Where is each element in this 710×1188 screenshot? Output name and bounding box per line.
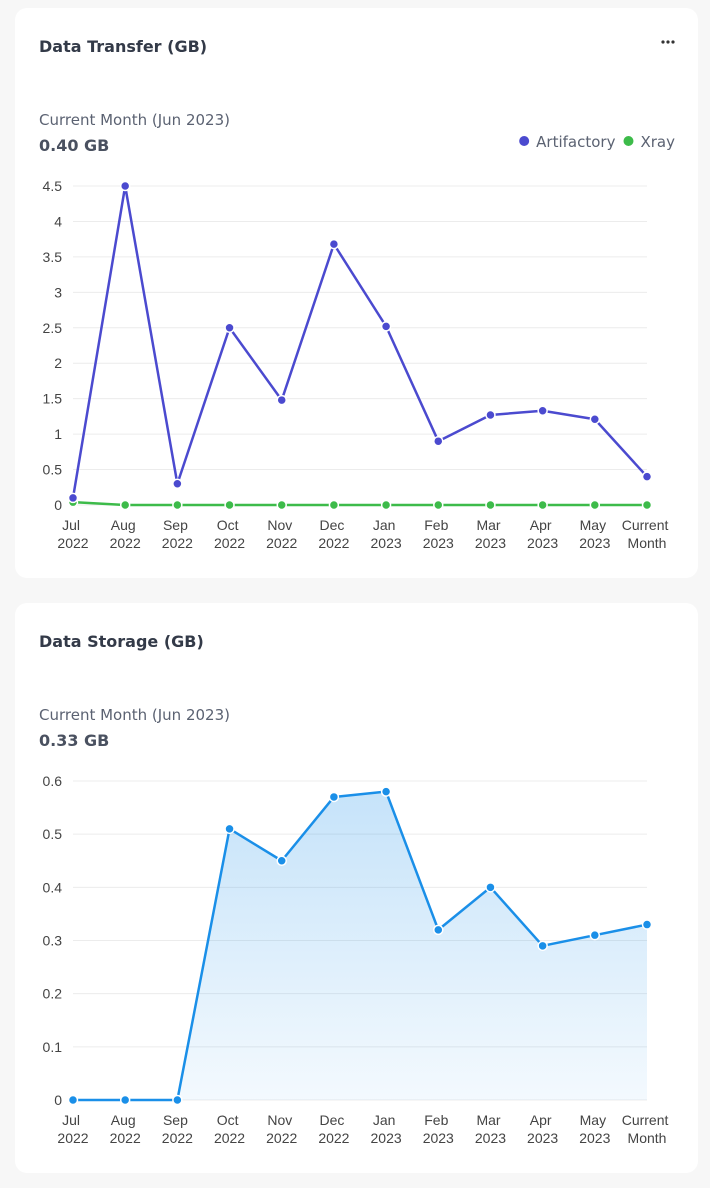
x-tick-label: Jan 2023 (371, 517, 402, 551)
point (276, 855, 287, 866)
card-title: Data Storage (GB) (39, 632, 204, 651)
card (15, 8, 698, 578)
x-tick-label: Nov 2022 (266, 1112, 297, 1146)
point (433, 499, 444, 511)
point (119, 180, 131, 192)
x-tick-label: Current Month (622, 517, 673, 551)
x-tick-label: Jan 2023 (371, 1112, 402, 1146)
point (67, 1094, 79, 1106)
x-tick-label: May 2023 (579, 1112, 610, 1146)
point (119, 499, 131, 511)
x-tick-label: Current Month (622, 1112, 673, 1146)
point (589, 499, 601, 511)
x-tick-label: Feb 2023 (423, 1112, 454, 1146)
point (380, 321, 392, 332)
x-tick-label: Nov 2022 (266, 517, 297, 551)
y-tick-label: 1.5 (43, 391, 63, 407)
subtitle: Current Month (Jun 2023) (39, 111, 230, 129)
legend-marker (623, 136, 634, 146)
y-tick-label: 0 (54, 497, 62, 513)
y-tick-label: 0.5 (43, 462, 63, 478)
x-tick-label: Jul 2022 (57, 517, 88, 551)
point (276, 394, 287, 406)
point (172, 499, 183, 511)
y-tick-label: 0 (54, 1092, 62, 1108)
point (433, 924, 444, 936)
point (276, 499, 287, 511)
y-tick-label: 4.5 (43, 178, 63, 194)
x-tick-label: Mar 2023 (475, 517, 506, 551)
x-tick-label: Jul 2022 (57, 1112, 88, 1146)
point (537, 940, 548, 952)
point (380, 786, 392, 797)
y-tick-label: 2 (54, 355, 62, 371)
x-tick-label: Sep 2022 (162, 1112, 193, 1146)
point (485, 499, 496, 511)
x-tick-label: Aug 2022 (110, 1112, 141, 1146)
point (119, 1094, 131, 1106)
y-tick-label: 0.6 (43, 773, 63, 789)
point (172, 478, 183, 489)
y-tick-label: 0.4 (43, 879, 63, 895)
line (73, 790, 648, 1102)
x-tick-label: Feb 2023 (423, 517, 454, 551)
point (67, 492, 79, 504)
area (73, 791, 647, 1100)
x-tick-label: Mar 2023 (475, 1112, 506, 1146)
card-title: Data Transfer (GB) (39, 37, 207, 56)
x-tick-label: Oct 2022 (214, 1112, 245, 1146)
y-tick-label: 3.5 (43, 249, 63, 265)
point (172, 1094, 183, 1106)
x-tick-label: Apr 2023 (527, 1112, 558, 1146)
y-tick-label: 0.1 (43, 1039, 63, 1055)
legend-marker (519, 136, 530, 146)
y-tick-label: 3 (54, 284, 62, 300)
line (71, 184, 648, 499)
legend-label: Artifactory (536, 133, 615, 151)
x-tick-label: Dec 2022 (318, 517, 349, 551)
point (433, 435, 444, 447)
x-tick-label: May 2023 (579, 517, 610, 551)
point (224, 823, 235, 835)
point (641, 919, 653, 930)
current-value: 0.33 GB (39, 731, 109, 750)
y-tick-label: 4 (54, 213, 62, 229)
point (380, 499, 392, 511)
x-tick-label: Sep 2022 (162, 517, 193, 551)
point (485, 882, 496, 893)
y-tick-label: 1 (54, 426, 62, 442)
point (589, 929, 601, 941)
line (72, 500, 647, 507)
point (328, 499, 340, 511)
y-tick-label: 0.2 (43, 986, 63, 1002)
x-tick-label: Dec 2022 (318, 1112, 349, 1146)
y-tick-label: 0.5 (43, 826, 63, 842)
point (328, 791, 340, 803)
y-tick-label: 2.5 (43, 320, 63, 336)
point (537, 499, 548, 511)
y-tick-label: 0.3 (43, 933, 63, 949)
x-tick-label: Oct 2022 (214, 517, 245, 551)
point (328, 238, 340, 250)
x-tick-label: Aug 2022 (110, 517, 141, 551)
current-value: 0.40 GB (39, 136, 109, 155)
point (589, 413, 601, 425)
legend-label: Xray (640, 133, 675, 151)
x-tick-label: Apr 2023 (527, 517, 558, 551)
point (537, 405, 548, 416)
point (641, 471, 653, 482)
point (224, 322, 235, 334)
point (224, 499, 235, 511)
subtitle: Current Month (Jun 2023) (39, 706, 230, 724)
menu-button[interactable] (661, 40, 675, 44)
point (641, 499, 653, 511)
point (485, 409, 496, 421)
